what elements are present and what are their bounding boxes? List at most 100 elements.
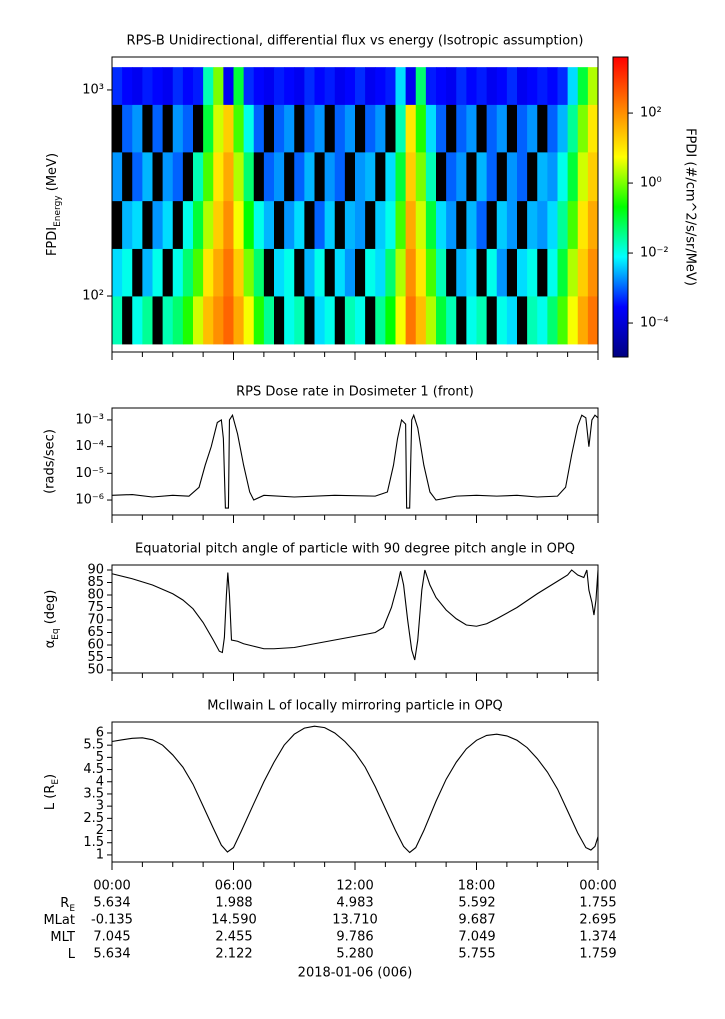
ephemeris-row-label-main: MLat <box>43 913 75 928</box>
y-axis-label-sub: E <box>51 779 61 785</box>
ephemeris-row-label-sub: E <box>69 904 75 914</box>
heatmap-cell <box>436 248 447 297</box>
heatmap-cell <box>517 104 528 153</box>
x-tick-label: 18:00 <box>458 879 495 894</box>
ephemeris-value: -0.135 <box>91 913 133 928</box>
heatmap-cell <box>263 151 275 202</box>
heatmap-cell <box>193 248 204 297</box>
heatmap-cell <box>243 67 255 105</box>
heatmap-cell <box>547 296 558 345</box>
heatmap-cell <box>284 104 295 153</box>
y-axis-label-main: FPDI <box>45 227 60 256</box>
heatmap-cell <box>182 67 194 105</box>
x-tick-label: 12:00 <box>336 879 373 894</box>
heatmap-cell <box>182 296 194 345</box>
heatmap-cell <box>517 296 528 345</box>
heatmap-cell <box>425 296 437 345</box>
heatmap-cell <box>344 296 356 345</box>
y-tick-label: 1.5 <box>83 835 104 850</box>
heatmap-cell <box>385 151 396 202</box>
heatmap-cell <box>476 296 488 345</box>
heatmap-cell <box>253 67 265 105</box>
heatmap-cell <box>223 200 234 249</box>
heatmap-cell <box>537 104 548 153</box>
heatmap-cell <box>314 296 326 345</box>
heatmap-cell <box>456 200 467 249</box>
heatmap-cell <box>405 151 417 202</box>
heatmap-cell <box>142 200 153 249</box>
heatmap-cell <box>294 151 305 202</box>
heatmap-cell <box>112 248 123 297</box>
heatmap-cell <box>334 296 346 345</box>
heatmap-cell <box>213 67 224 105</box>
heatmap-cell <box>385 296 396 345</box>
heatmap-cell <box>324 200 336 249</box>
heatmap-cell <box>162 67 174 105</box>
heatmap-cell <box>284 248 295 297</box>
heatmap-cell <box>375 200 386 249</box>
heatmap-cell <box>142 151 153 202</box>
heatmap-cell <box>142 67 153 105</box>
heatmap-cell <box>577 200 589 249</box>
y-tick-label: 65 <box>87 625 104 640</box>
date-label: 2018-01-06 (006) <box>298 966 413 981</box>
y-tick-label: 2.5 <box>83 811 104 826</box>
heatmap-cell <box>476 151 488 202</box>
heatmap-cell <box>486 200 498 249</box>
heatmap-cell <box>203 151 214 202</box>
heatmap-cell <box>425 200 437 249</box>
colorbar-tick-label: 10⁻⁴ <box>640 316 669 331</box>
heatmap-cell <box>506 67 518 105</box>
heatmap-cell <box>436 200 447 249</box>
heatmap-cell <box>203 296 214 345</box>
heatmap-cell <box>375 248 386 297</box>
heatmap-cell <box>415 248 427 297</box>
panel-title: RPS-B Unidirectional, differential flux … <box>127 34 584 49</box>
heatmap-cell <box>517 248 528 297</box>
heatmap-cell <box>324 104 336 153</box>
heatmap-cell <box>152 151 164 202</box>
heatmap-cell <box>344 151 356 202</box>
heatmap-cell <box>213 296 224 345</box>
heatmap-cell <box>527 200 538 249</box>
heatmap-cell <box>203 200 214 249</box>
heatmap-cell <box>233 104 245 153</box>
y-tick-label: 85 <box>87 575 104 590</box>
heatmap-cell <box>517 67 528 105</box>
heatmap-cell <box>506 151 518 202</box>
heatmap-cell <box>436 151 447 202</box>
heatmap-cell <box>294 67 305 105</box>
heatmap-cell <box>476 248 488 297</box>
heatmap-cell <box>132 248 143 297</box>
colorbar-tick-label: 10⁻² <box>640 246 669 261</box>
y-axis-label-sub: Energy <box>53 195 63 227</box>
heatmap-cell <box>223 296 234 345</box>
heatmap-cell <box>425 67 437 105</box>
ephemeris-row-label-main: R <box>60 896 69 911</box>
heatmap-cell <box>314 200 326 249</box>
heatmap-cell <box>162 151 174 202</box>
heatmap-cell <box>294 248 305 297</box>
heatmap-cell <box>375 104 386 153</box>
heatmap-cell <box>365 151 376 202</box>
ephemeris-value: 4.983 <box>336 896 373 911</box>
heatmap-cell <box>284 67 295 105</box>
heatmap-cell <box>486 104 498 153</box>
heatmap-cell <box>385 200 396 249</box>
heatmap-cell <box>274 151 285 202</box>
heatmap-cell <box>415 67 427 105</box>
heatmap-cell <box>446 248 457 297</box>
heatmap-cell <box>253 104 265 153</box>
ephemeris-value: 2.455 <box>215 930 252 945</box>
heatmap-cell <box>415 151 427 202</box>
heatmap-cell <box>243 248 255 297</box>
heatmap-cell <box>395 248 407 297</box>
y-tick-label: 6 <box>96 725 104 740</box>
ephemeris-value: 14.590 <box>211 913 257 928</box>
heatmap-cell <box>355 200 366 249</box>
heatmap-cell <box>365 67 376 105</box>
heatmap-cell <box>193 104 204 153</box>
heatmap-cell <box>506 104 518 153</box>
heatmap-cell <box>233 151 245 202</box>
heatmap-cell <box>577 151 589 202</box>
